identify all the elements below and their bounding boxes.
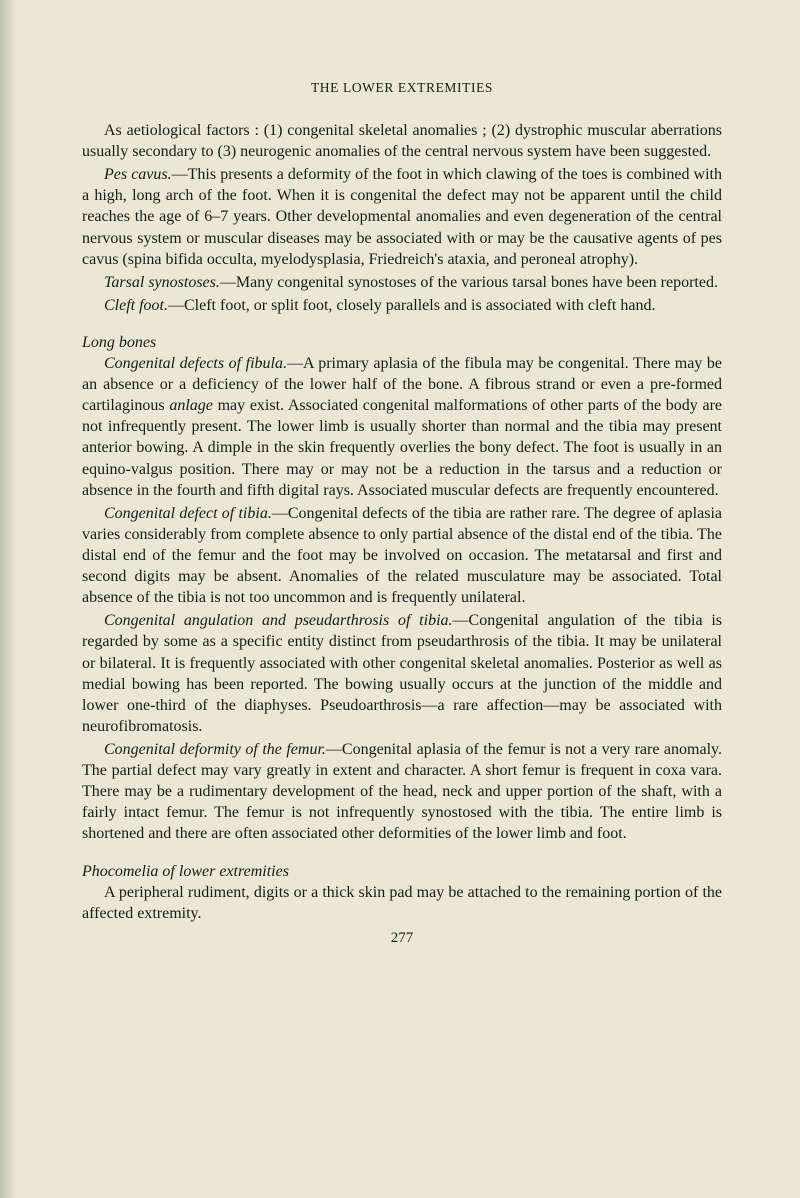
page-number: 277 [82, 930, 722, 947]
section-heading: Phocomelia of lower extremities [82, 863, 722, 881]
running-head: THE LOWER EXTREMITIES [82, 80, 722, 96]
term-italic: Pes cavus. [104, 166, 172, 183]
term-italic: Congenital angulation and pseudarthrosis… [104, 612, 453, 629]
paragraph: Pes cavus.—This presents a deformity of … [82, 164, 722, 270]
paragraph-text: —Congenital angulation of the tibia is r… [82, 612, 722, 735]
term-italic: Congenital defect of tibia. [104, 505, 272, 522]
paragraph: Congenital angulation and pseudarthrosis… [82, 610, 722, 737]
paragraph: Congenital deformity of the femur.—Conge… [82, 739, 722, 845]
paragraph: A peripheral rudiment, digits or a thick… [82, 882, 722, 924]
term-italic: Congenital defects of fibula. [104, 355, 287, 372]
paragraph-text: —This presents a deformity of the foot i… [82, 166, 722, 267]
term-italic: Cleft foot. [104, 297, 168, 314]
term-italic: Tarsal synostoses. [104, 274, 220, 291]
page-shadow [0, 0, 16, 1198]
paragraph: Congenital defects of fibula.—A primary … [82, 353, 722, 501]
paragraph-text: —Cleft foot, or split foot, closely para… [168, 297, 655, 314]
paragraph: Tarsal synostoses.—Many congenital synos… [82, 272, 722, 293]
section-heading: Long bones [82, 334, 722, 352]
paragraph-text: —Many congenital synostoses of the vario… [220, 274, 718, 291]
paragraph: Congenital defect of tibia.—Congenital d… [82, 503, 722, 609]
term-italic: anlage [169, 397, 213, 414]
page-content: THE LOWER EXTREMITIES As aetiological fa… [82, 80, 722, 947]
term-italic: Congenital deformity of the femur. [104, 741, 326, 758]
paragraph: As aetiological factors : (1) congenital… [82, 120, 722, 162]
paragraph: Cleft foot.—Cleft foot, or split foot, c… [82, 295, 722, 316]
